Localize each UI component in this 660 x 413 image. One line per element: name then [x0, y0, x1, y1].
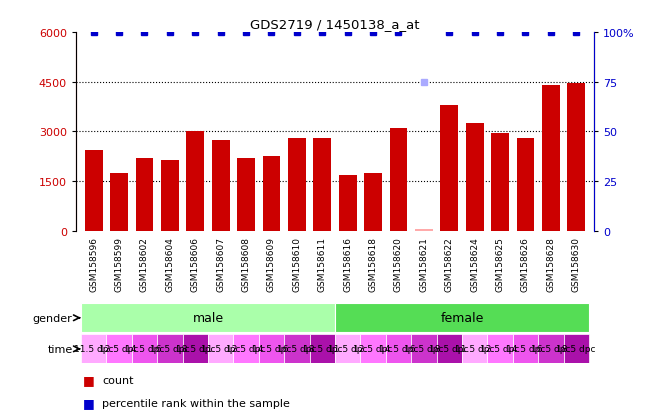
Text: GSM158622: GSM158622 [445, 237, 453, 292]
Text: 12.5 dpc: 12.5 dpc [353, 344, 393, 354]
Bar [310, 335, 335, 363]
Bar [263, 157, 280, 231]
Text: 16.5 dpc: 16.5 dpc [150, 344, 189, 354]
Bar [208, 335, 234, 363]
Text: GSM158616: GSM158616 [343, 237, 352, 292]
Text: 12.5 dpc: 12.5 dpc [480, 344, 519, 354]
Bar [564, 335, 589, 363]
Bar [106, 335, 132, 363]
Text: 16.5 dpc: 16.5 dpc [404, 344, 444, 354]
Bar [132, 335, 157, 363]
Text: 16.5 dpc: 16.5 dpc [531, 344, 571, 354]
Text: 14.5 dpc: 14.5 dpc [379, 344, 418, 354]
Bar [360, 335, 385, 363]
Bar [314, 139, 331, 231]
Text: GSM158609: GSM158609 [267, 237, 276, 292]
Bar [135, 159, 153, 231]
Text: GSM158611: GSM158611 [317, 237, 327, 292]
Text: GSM158625: GSM158625 [496, 237, 504, 292]
Bar [339, 175, 356, 231]
Bar [335, 304, 589, 332]
Bar [259, 335, 284, 363]
Text: gender: gender [33, 313, 73, 323]
Bar [157, 335, 183, 363]
Text: 18.5 dpc: 18.5 dpc [176, 344, 215, 354]
Bar [415, 230, 433, 231]
Text: 11.5 dpc: 11.5 dpc [74, 344, 114, 354]
Text: GSM158630: GSM158630 [572, 237, 581, 292]
Text: 16.5 dpc: 16.5 dpc [277, 344, 317, 354]
Bar [237, 159, 255, 231]
Text: 11.5 dpc: 11.5 dpc [455, 344, 494, 354]
Text: count: count [102, 375, 134, 385]
Text: female: female [440, 311, 484, 325]
Bar [436, 335, 462, 363]
Bar [517, 139, 535, 231]
Text: 18.5 dpc: 18.5 dpc [430, 344, 469, 354]
Bar [161, 160, 179, 231]
Bar [183, 335, 208, 363]
Bar [212, 140, 230, 231]
Text: 12.5 dpc: 12.5 dpc [226, 344, 266, 354]
Bar [462, 335, 487, 363]
Text: 14.5 dpc: 14.5 dpc [251, 344, 291, 354]
Bar [186, 132, 204, 231]
Bar [487, 335, 513, 363]
Text: 14.5 dpc: 14.5 dpc [125, 344, 164, 354]
Bar [335, 335, 360, 363]
Bar [513, 335, 538, 363]
Text: GSM158606: GSM158606 [191, 237, 200, 292]
Text: time: time [48, 344, 73, 354]
Text: 18.5 dpc: 18.5 dpc [556, 344, 596, 354]
Text: male: male [193, 311, 224, 325]
Bar [411, 335, 436, 363]
Text: GSM158608: GSM158608 [242, 237, 251, 292]
Text: GSM158607: GSM158607 [216, 237, 225, 292]
Text: percentile rank within the sample: percentile rank within the sample [102, 398, 290, 408]
Bar [538, 335, 564, 363]
Text: 14.5 dpc: 14.5 dpc [506, 344, 545, 354]
Bar [491, 134, 509, 231]
Text: GSM158626: GSM158626 [521, 237, 530, 292]
Text: ■: ■ [82, 373, 94, 387]
Bar [81, 335, 106, 363]
Text: 11.5 dpc: 11.5 dpc [328, 344, 368, 354]
Bar [389, 129, 407, 231]
Bar [84, 150, 102, 231]
Text: GSM158621: GSM158621 [419, 237, 428, 292]
Bar [284, 335, 310, 363]
Text: ■: ■ [82, 396, 94, 409]
Text: 18.5 dpc: 18.5 dpc [302, 344, 342, 354]
Bar [110, 173, 128, 231]
Text: GSM158624: GSM158624 [470, 237, 479, 292]
Text: GSM158610: GSM158610 [292, 237, 302, 292]
Title: GDS2719 / 1450138_a_at: GDS2719 / 1450138_a_at [250, 17, 420, 31]
Text: GSM158618: GSM158618 [368, 237, 378, 292]
Text: GSM158628: GSM158628 [546, 237, 555, 292]
Bar [364, 173, 382, 231]
Bar [385, 335, 411, 363]
Text: 11.5 dpc: 11.5 dpc [201, 344, 240, 354]
Text: GSM158604: GSM158604 [166, 237, 174, 292]
Text: 12.5 dpc: 12.5 dpc [100, 344, 139, 354]
Bar [234, 335, 259, 363]
Text: GSM158602: GSM158602 [140, 237, 149, 292]
Text: GSM158620: GSM158620 [394, 237, 403, 292]
Text: GSM158599: GSM158599 [115, 237, 123, 292]
Bar [542, 86, 560, 231]
Bar [568, 84, 585, 231]
Bar [466, 124, 484, 231]
Bar [440, 106, 458, 231]
Bar [288, 139, 306, 231]
Text: GSM158596: GSM158596 [89, 237, 98, 292]
Bar [81, 304, 335, 332]
